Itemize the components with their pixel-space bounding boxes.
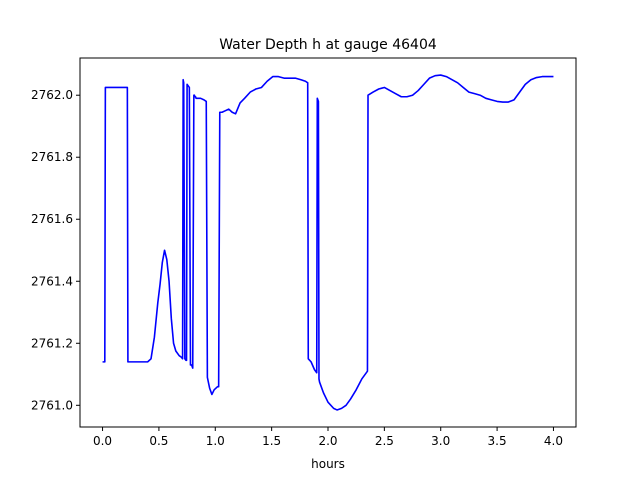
y-tick-label: 2761.0 <box>31 398 73 412</box>
x-tick-label: 1.5 <box>262 434 281 448</box>
x-axis-ticks: 0.0 0.5 1.0 1.5 2.0 2.5 3.0 3.5 4.0 <box>93 427 563 448</box>
y-tick-label: 2761.6 <box>31 212 73 226</box>
y-tick-label: 2761.4 <box>31 274 73 288</box>
x-tick-label: 3.0 <box>431 434 450 448</box>
chart-title: Water Depth h at gauge 46404 <box>219 37 437 53</box>
x-tick-label: 0.5 <box>149 434 168 448</box>
x-tick-label: 4.0 <box>544 434 563 448</box>
x-tick-label: 2.5 <box>375 434 394 448</box>
plot-area <box>102 74 554 411</box>
y-tick-label: 2762.0 <box>31 88 73 102</box>
series-line <box>102 74 554 411</box>
x-tick-label: 2.0 <box>318 434 337 448</box>
y-axis-ticks: 2761.0 2761.2 2761.4 2761.6 2761.8 2762.0 <box>31 88 80 412</box>
x-axis-label: hours <box>311 457 345 471</box>
y-tick-label: 2761.2 <box>31 336 73 350</box>
x-tick-label: 0.0 <box>93 434 112 448</box>
x-tick-label: 1.0 <box>206 434 225 448</box>
y-tick-label: 2761.8 <box>31 150 73 164</box>
x-tick-label: 3.5 <box>488 434 507 448</box>
plot-frame <box>79 57 577 428</box>
